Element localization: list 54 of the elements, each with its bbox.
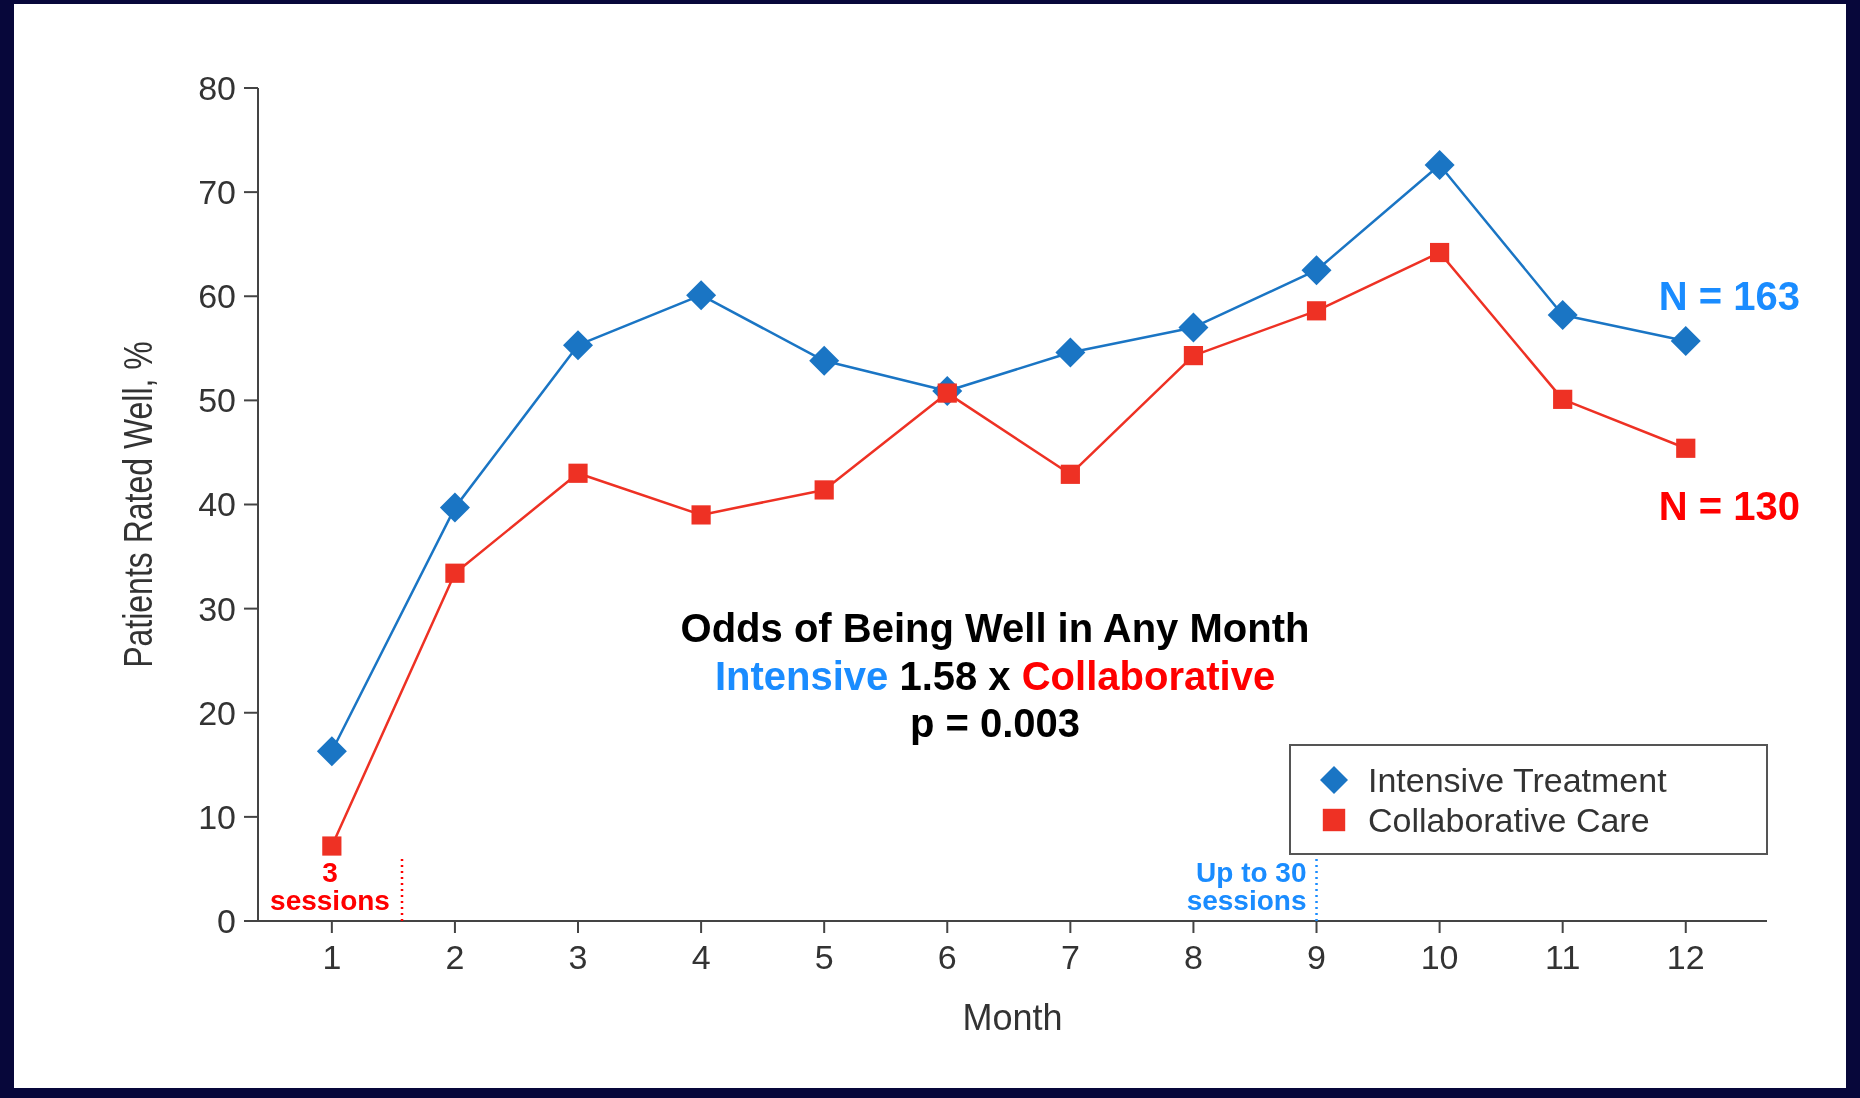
x-tick-label: 6 bbox=[937, 938, 957, 976]
point bbox=[1178, 312, 1209, 343]
point bbox=[563, 330, 594, 361]
point bbox=[568, 463, 588, 483]
legend-label: Intensive Treatment bbox=[1368, 760, 1668, 799]
x-tick-label: 4 bbox=[691, 938, 711, 976]
annotation: N = 163 bbox=[1658, 274, 1800, 318]
y-tick-label: 50 bbox=[198, 381, 236, 420]
point bbox=[322, 836, 342, 856]
x-tick-label: 9 bbox=[1307, 938, 1326, 976]
point bbox=[1553, 389, 1573, 409]
x-tick-label: 2 bbox=[445, 938, 465, 976]
x-tick-label: 12 bbox=[1666, 938, 1705, 976]
point bbox=[1060, 464, 1080, 484]
y-tick-label: 40 bbox=[198, 485, 236, 524]
x-tick-label: 5 bbox=[814, 938, 834, 976]
point bbox=[1424, 150, 1455, 181]
point bbox=[814, 480, 834, 500]
y-tick-label: 10 bbox=[198, 797, 236, 836]
annotation: N = 130 bbox=[1658, 484, 1800, 528]
point bbox=[439, 492, 470, 523]
annotation: Odds of Being Well in Any Month bbox=[680, 606, 1310, 650]
legend-label: Collaborative Care bbox=[1368, 800, 1650, 839]
ref-line-label: Up to 30 sessions bbox=[1186, 857, 1307, 916]
y-tick-label: 70 bbox=[198, 173, 236, 212]
point bbox=[1306, 301, 1327, 321]
y-tick-label: 60 bbox=[198, 277, 236, 316]
point bbox=[809, 345, 840, 376]
annotation: p = 0.003 bbox=[909, 701, 1081, 745]
point bbox=[1547, 299, 1578, 330]
annotation: Intensive 1.58 x Collaborative bbox=[714, 654, 1276, 698]
point bbox=[1055, 337, 1086, 368]
x-tick-label: 10 bbox=[1420, 938, 1459, 976]
x-tick-label: 8 bbox=[1183, 938, 1203, 976]
x-axis-title: Month bbox=[962, 997, 1063, 1038]
y-tick-label: 30 bbox=[198, 589, 236, 628]
y-tick-label: 80 bbox=[198, 68, 236, 107]
x-tick-label: 3 bbox=[568, 938, 588, 976]
point bbox=[445, 563, 465, 583]
x-tick-label: 7 bbox=[1060, 938, 1080, 976]
point bbox=[316, 736, 347, 767]
x-tick-label: 11 bbox=[1545, 938, 1581, 976]
point bbox=[1183, 346, 1204, 366]
y-axis-title: Patients Rated Well, % bbox=[115, 341, 161, 668]
point bbox=[1430, 242, 1450, 263]
point bbox=[691, 505, 711, 525]
x-tick-label: 1 bbox=[322, 938, 342, 976]
y-tick-label: 0 bbox=[217, 901, 236, 940]
point bbox=[1301, 255, 1332, 286]
point bbox=[1676, 438, 1696, 458]
ref-line-label: 3 sessions bbox=[270, 857, 390, 916]
point bbox=[1670, 326, 1701, 357]
y-tick-label: 20 bbox=[198, 693, 236, 732]
point bbox=[686, 280, 717, 311]
